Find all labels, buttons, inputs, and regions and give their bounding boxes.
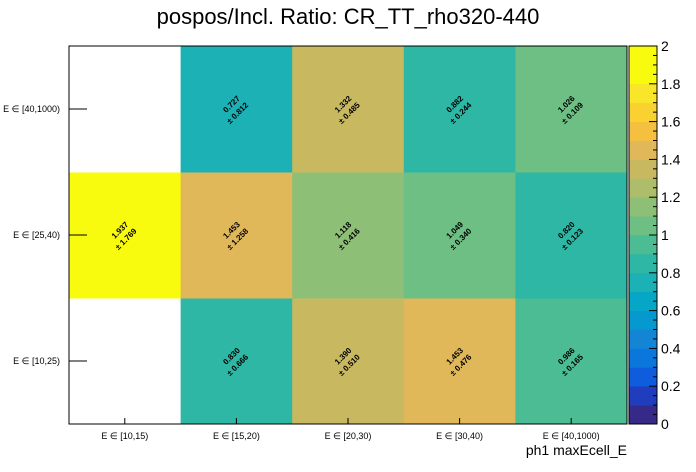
color-scale-segment: [629, 178, 657, 198]
x-tick-label: E ∈ [15,20): [213, 431, 260, 441]
color-scale-segment: [629, 102, 657, 122]
color-scale: 0 0.2 0.4 0.6 0.8 1 1.2 1.4 1.6 1.8 2: [628, 38, 681, 432]
x-tick-label: E ∈ [30,40): [436, 431, 483, 441]
x-tick-label: E ∈ [20,30): [325, 431, 372, 441]
heatmap-cell: [180, 298, 293, 425]
heatmap-cell: [403, 298, 516, 425]
z-tick-label: 1.2: [661, 189, 681, 205]
heatmap-cell: [69, 298, 182, 425]
color-scale-segment: [629, 83, 657, 104]
heatmap-cell: [180, 46, 293, 173]
color-scale-segment: [629, 348, 657, 368]
y-tick-label: E ∈ [25,40): [13, 230, 60, 240]
heatmap-cell: [292, 46, 405, 173]
color-scale-segment: [629, 64, 657, 85]
color-scale-segment: [629, 121, 657, 141]
z-tick-label: 0.6: [661, 303, 681, 319]
color-scale-segment: [629, 197, 657, 217]
color-scale-segment: [629, 386, 657, 406]
color-scale-segment: [629, 367, 657, 387]
heatmap-cell: [403, 46, 516, 173]
cells-layer: [69, 46, 628, 425]
color-scale-segment: [629, 272, 657, 293]
z-tick-label: 0.8: [661, 265, 681, 281]
x-tick-label: E ∈ [10,15): [101, 431, 148, 441]
x-tick-label: E ∈ [40,1000): [543, 431, 600, 441]
z-tick-label: 0.4: [661, 340, 681, 356]
color-scale-segment: [629, 253, 657, 274]
heatmap-cell: [180, 172, 293, 299]
heatmap-cell: [69, 172, 182, 299]
z-tick-label: 0: [661, 416, 669, 432]
chart-title: pospos/Incl. Ratio: CR_TT_rho320-440: [156, 4, 540, 29]
color-scale-segment: [629, 405, 657, 425]
heatmap-cell: [515, 298, 628, 425]
heatmap-cell: [292, 172, 405, 299]
color-scale-segment: [629, 291, 657, 311]
heatmap-cell: [515, 46, 628, 173]
z-tick-label: 1.6: [661, 114, 681, 130]
heatmap-cell: [69, 46, 182, 173]
x-axis-title: ph1 maxEcell_E: [525, 442, 627, 458]
heatmap-cell: [403, 172, 516, 299]
axis-layer: E ∈ [10,15) E ∈ [15,20) E ∈ [20,30) E ∈ [30…: [3, 104, 600, 441]
y-tick-label: E ∈ [40,1000): [3, 104, 60, 114]
z-tick-label: 1: [661, 227, 669, 243]
color-scale-segment: [629, 329, 657, 349]
y-tick-label: E ∈ [10,25): [13, 356, 60, 366]
color-scale-segment: [629, 235, 657, 255]
color-scale-segment: [629, 216, 657, 236]
color-scale-segment: [629, 159, 657, 179]
z-tick-label: 0.2: [661, 378, 681, 394]
z-tick-label: 1.8: [661, 76, 681, 92]
z-tick-label: 1.4: [661, 151, 681, 167]
heatmap-cell: [292, 298, 405, 425]
z-tick-label: 2: [661, 38, 669, 54]
color-scale-segment: [629, 140, 657, 160]
color-scale-segment: [629, 310, 657, 330]
color-scale-segment: [629, 46, 657, 66]
heatmap-cell: [515, 172, 628, 299]
